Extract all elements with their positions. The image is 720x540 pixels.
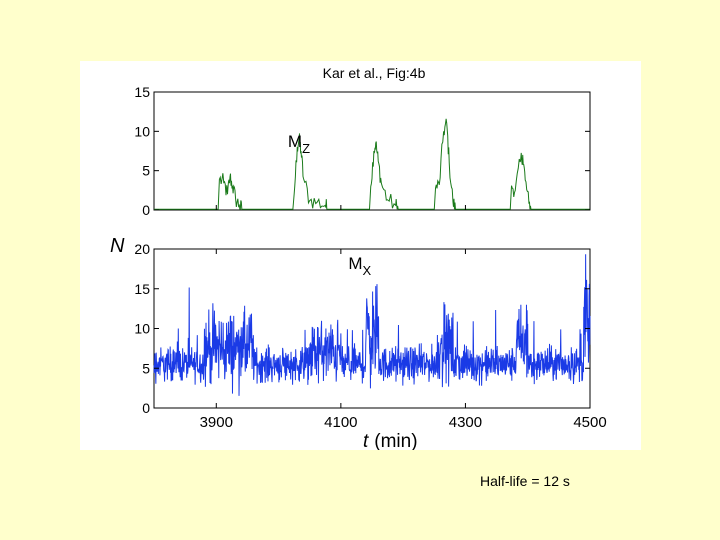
mx-label-main: M	[348, 254, 362, 273]
mx-label-sub: X	[363, 263, 372, 278]
figure-panel: Kar et al., Fig:4b 0 5 10 15 0 5 10 15 20 3900 410…	[80, 61, 641, 450]
xtick-label: 4300	[449, 414, 482, 431]
mz-axes-frame	[153, 91, 591, 211]
x-axis-label-unit: (min)	[374, 431, 417, 450]
chart: Kar et al., Fig:4b 0 5 10 15 0 5 10 15 20 3900 410…	[110, 65, 607, 450]
half-life-caption: Half-life = 12 s	[480, 473, 570, 489]
chart-title: Kar et al., Fig:4b	[323, 65, 426, 81]
mz-label-main: M	[288, 132, 302, 151]
x-axis-label: t (min)	[363, 431, 418, 450]
mz-series-layer	[154, 118, 590, 210]
mz-ytick-label: 10	[134, 123, 150, 139]
mx-series-layer	[153, 254, 591, 396]
xtick-label: 4100	[324, 414, 357, 431]
ticks-layer: 0 5 10 15 0 5 10 15 20 3900 4100 4300 4500	[134, 84, 606, 431]
mz-label: MZ	[288, 132, 310, 156]
mx-ytick-label: 0	[142, 400, 150, 416]
x-axis-label-var: t	[363, 431, 369, 450]
mz-series-line	[154, 118, 590, 210]
y-axis-label: N	[110, 235, 125, 257]
mz-label-sub: Z	[302, 141, 310, 156]
xtick-label: 4500	[573, 414, 606, 431]
xtick-label: 3900	[200, 414, 233, 431]
mx-ytick-label: 15	[134, 281, 150, 297]
mx-ytick-label: 20	[134, 241, 150, 257]
mz-ytick-label: 15	[134, 84, 150, 100]
mx-series-line	[153, 254, 591, 396]
mz-ytick-label: 5	[142, 163, 150, 179]
mx-ytick-label: 5	[142, 360, 150, 376]
mz-ytick-label: 0	[142, 202, 150, 218]
mx-label: MX	[348, 254, 371, 278]
mx-ytick-label: 10	[134, 321, 150, 337]
